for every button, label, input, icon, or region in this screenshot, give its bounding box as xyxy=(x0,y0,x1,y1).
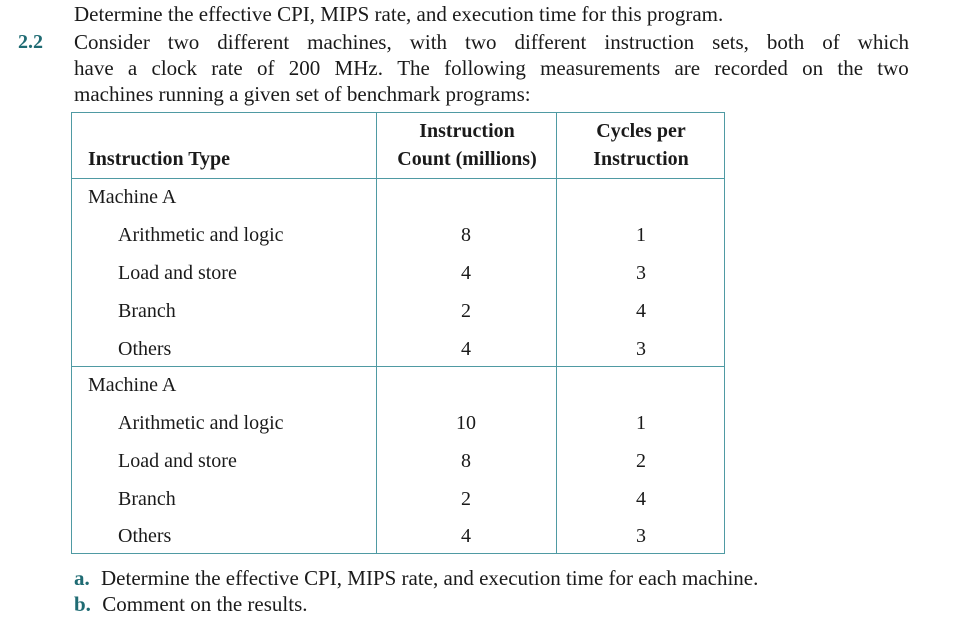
problem-text-line-3: machines running a given set of benchmar… xyxy=(74,82,531,106)
header-instruction-count-line2: Count (millions) xyxy=(397,148,537,170)
problem-word: the xyxy=(837,56,864,80)
subquestion-a: a. Determine the effective CPI, MIPS rat… xyxy=(74,566,758,591)
table-col-divider-2 xyxy=(556,113,557,553)
problem-word: which xyxy=(857,30,909,54)
header-instruction-type: Instruction Type xyxy=(88,148,231,170)
row-count: 8 xyxy=(461,224,471,246)
row-count: 4 xyxy=(461,262,471,284)
problem-word: of xyxy=(822,30,840,54)
problem-text-line-2: have a clock rate of 200 MHz. The following measu… xyxy=(74,56,909,81)
problem-word: different xyxy=(514,30,587,54)
table-col-divider-1 xyxy=(376,113,377,553)
problem-word: two xyxy=(465,30,497,54)
row-count: 4 xyxy=(461,338,471,360)
problem-word: recorded xyxy=(714,56,788,80)
header-cpi-line1: Cycles per xyxy=(596,120,686,142)
subquestion-b: b. Comment on the results. xyxy=(74,592,308,617)
row-type: Branch xyxy=(118,488,176,510)
row-type: Load and store xyxy=(118,262,237,284)
problem-word: sets, xyxy=(712,30,749,54)
subquestion-label: a. xyxy=(74,566,90,590)
row-cpi: 4 xyxy=(636,488,646,510)
row-type: Branch xyxy=(118,300,176,322)
problem-word: following xyxy=(444,56,526,80)
benchmark-table: Instruction Type Instruction Count (mill… xyxy=(71,112,725,554)
row-count: 8 xyxy=(461,450,471,472)
row-type: Arithmetic and logic xyxy=(118,224,284,246)
problem-word: rate xyxy=(211,56,243,80)
intro-line-text: Determine the effective CPI, MIPS rate, … xyxy=(74,2,724,26)
problem-word: with xyxy=(409,30,448,54)
row-type: Others xyxy=(118,338,172,360)
row-count: 4 xyxy=(461,525,471,547)
problem-word: 200 xyxy=(288,56,321,80)
problem-word: measurements xyxy=(540,56,661,80)
row-type: Arithmetic and logic xyxy=(118,412,284,434)
row-type: Load and store xyxy=(118,450,237,472)
problem-word: MHz. xyxy=(334,56,383,80)
problem-word: different xyxy=(217,30,290,54)
problem-number: 2.2 xyxy=(18,31,43,53)
row-cpi: 2 xyxy=(636,450,646,472)
subquestion-text: Comment on the results. xyxy=(102,592,308,616)
group-name: Machine A xyxy=(88,186,177,208)
header-instruction-count-line1: Instruction xyxy=(419,120,515,142)
problem-word: Consider xyxy=(74,30,150,54)
problem-word: The xyxy=(397,56,430,80)
header-cpi-line2: Instruction xyxy=(593,148,689,170)
problem-word: are xyxy=(674,56,701,80)
table-group-divider xyxy=(72,366,724,367)
row-count: 2 xyxy=(461,488,471,510)
problem-word: a xyxy=(127,56,138,80)
table-header-divider xyxy=(72,178,724,179)
row-cpi: 3 xyxy=(636,525,646,547)
row-count: 10 xyxy=(456,412,476,434)
row-cpi: 1 xyxy=(636,224,646,246)
row-cpi: 4 xyxy=(636,300,646,322)
problem-word: have xyxy=(74,56,114,80)
subquestion-label: b. xyxy=(74,592,91,616)
problem-word: machines, xyxy=(307,30,392,54)
row-cpi: 3 xyxy=(636,338,646,360)
problem-word: instruction xyxy=(604,30,695,54)
row-type: Others xyxy=(118,525,172,547)
row-cpi: 1 xyxy=(636,412,646,434)
problem-text-line-1: Consider two different machines, with two diff… xyxy=(74,30,909,55)
problem-word: both xyxy=(766,30,805,54)
row-count: 2 xyxy=(461,300,471,322)
row-cpi: 3 xyxy=(636,262,646,284)
problem-word: on xyxy=(802,56,824,80)
problem-word: of xyxy=(257,56,275,80)
group-name: Machine A xyxy=(88,374,177,396)
intro-line: Determine the effective CPI, MIPS rate, … xyxy=(74,2,723,27)
problem-word: two xyxy=(167,30,200,54)
problem-word: two xyxy=(877,56,909,80)
subquestion-text: Determine the effective CPI, MIPS rate, … xyxy=(101,566,759,590)
problem-word: clock xyxy=(151,56,197,80)
